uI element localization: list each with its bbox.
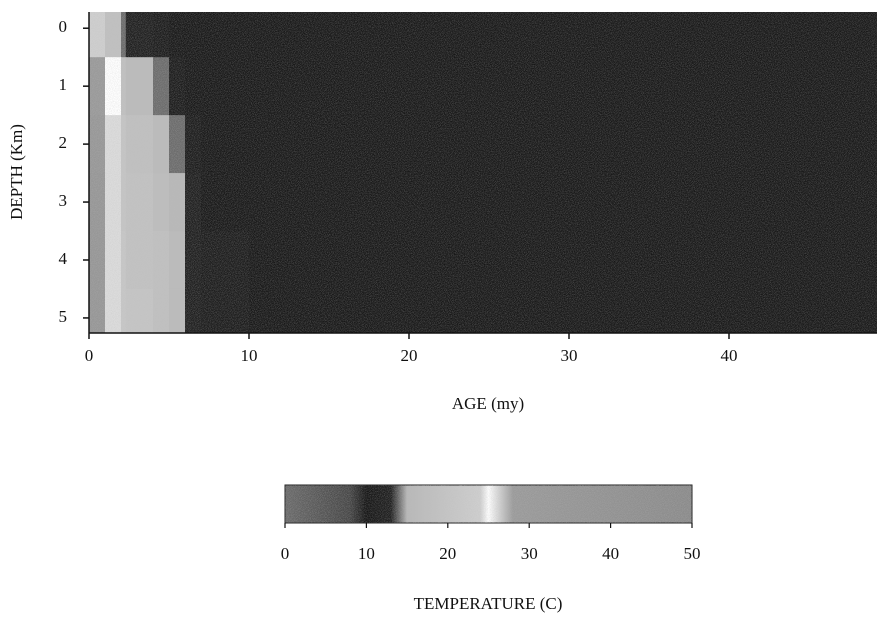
x-tick-label: 20: [401, 346, 418, 365]
colorbar-tick-label: 40: [602, 544, 619, 563]
colorbar-label: TEMPERATURE (C): [414, 594, 563, 613]
y-tick-label: 3: [59, 191, 68, 210]
colorbar-tick-label: 30: [521, 544, 538, 563]
colorbar-tick-label: 20: [439, 544, 456, 563]
y-tick-label: 2: [59, 133, 68, 152]
y-tick-label: 0: [59, 17, 68, 36]
colorbar-tick-label: 0: [281, 544, 290, 563]
x-axis-label: AGE (my): [452, 394, 524, 413]
x-tick-label: 40: [721, 346, 738, 365]
y-tick-label: 4: [59, 249, 68, 268]
y-tick-label: 5: [59, 307, 68, 326]
grain: [89, 12, 877, 333]
x-tick-label: 30: [561, 346, 578, 365]
x-tick-label: 10: [241, 346, 258, 365]
x-tick-label: 0: [85, 346, 94, 365]
colorbar-tick-label: 50: [684, 544, 701, 563]
colorbar-grain: [285, 485, 692, 523]
colorbar-tick-label: 10: [358, 544, 375, 563]
y-tick-label: 1: [59, 75, 68, 94]
y-axis-label: DEPTH (Km): [7, 124, 26, 220]
